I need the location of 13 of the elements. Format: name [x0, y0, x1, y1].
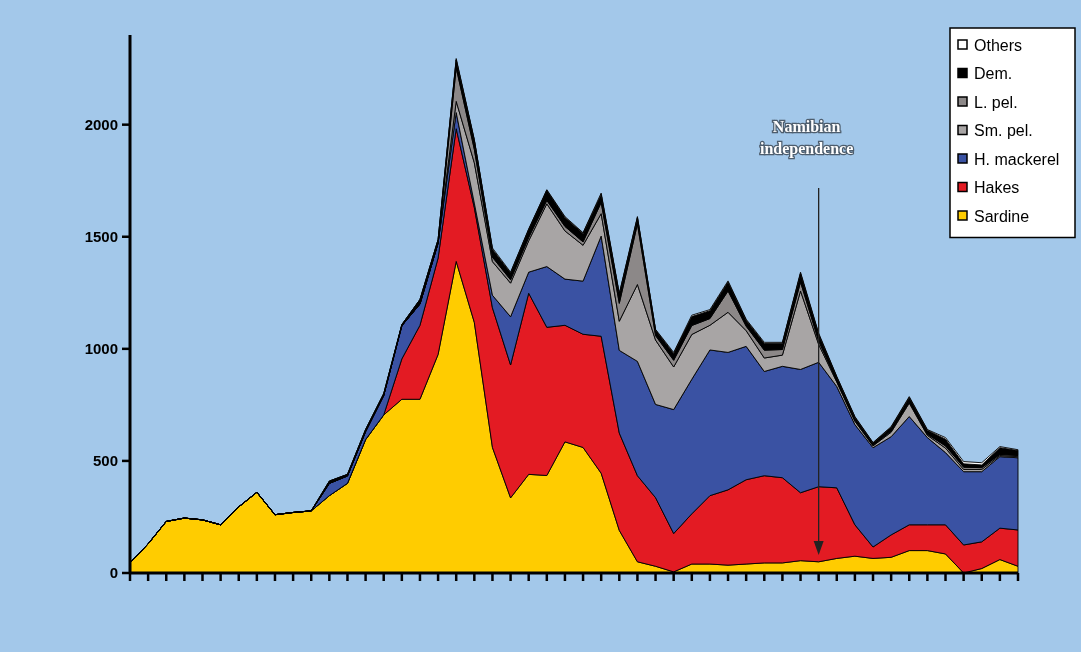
- y-tick-label: 2000: [84, 115, 118, 133]
- legend-label: L. pel.: [974, 93, 1018, 111]
- y-tick-label: 1000: [84, 340, 118, 358]
- legend-label: Sm. pel.: [974, 122, 1033, 140]
- y-tick-label: 1500: [84, 228, 118, 245]
- y-tick-label: 0: [109, 564, 118, 582]
- legend-label: Sardine: [974, 207, 1030, 225]
- legend-label: H. mackerel: [974, 150, 1060, 168]
- legend-label: Dem.: [974, 65, 1013, 83]
- y-tick-label: 500: [92, 452, 118, 470]
- legend-label: Others: [974, 36, 1023, 54]
- legend-label: Hakes: [974, 179, 1020, 197]
- annotation: Namibian independence: [759, 118, 854, 158]
